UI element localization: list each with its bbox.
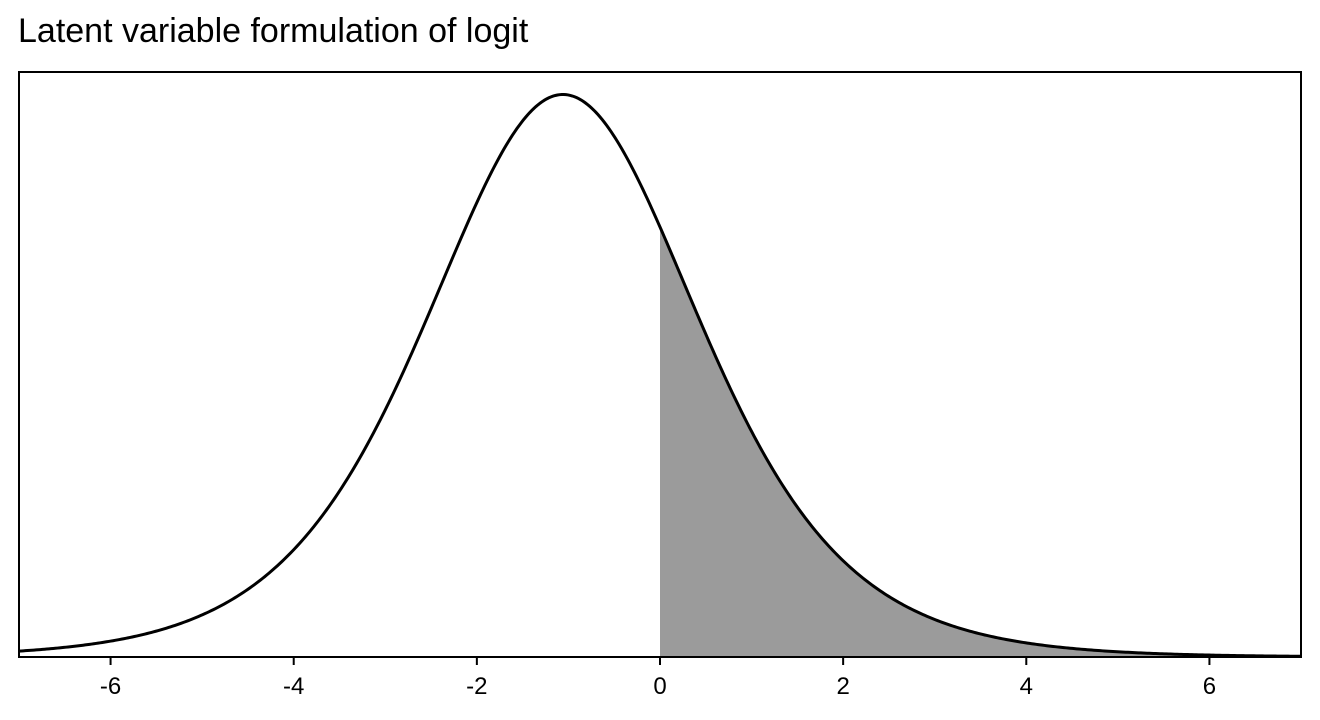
x-axis-ticks: -6 -4 -2 0 2 4 6	[100, 657, 1216, 700]
shaded-area	[660, 227, 1301, 657]
x-tick-label: 6	[1203, 673, 1216, 700]
x-tick-label: -4	[283, 673, 304, 700]
x-tick-label: 2	[836, 673, 849, 700]
x-tick-label: 0	[653, 673, 666, 700]
chart-title: Latent variable formulation of logit	[18, 12, 529, 50]
density-curve	[18, 93, 1302, 658]
x-tick-label: -6	[100, 673, 121, 700]
x-tick-label: -2	[466, 673, 487, 700]
x-tick-label: 4	[1020, 673, 1033, 700]
